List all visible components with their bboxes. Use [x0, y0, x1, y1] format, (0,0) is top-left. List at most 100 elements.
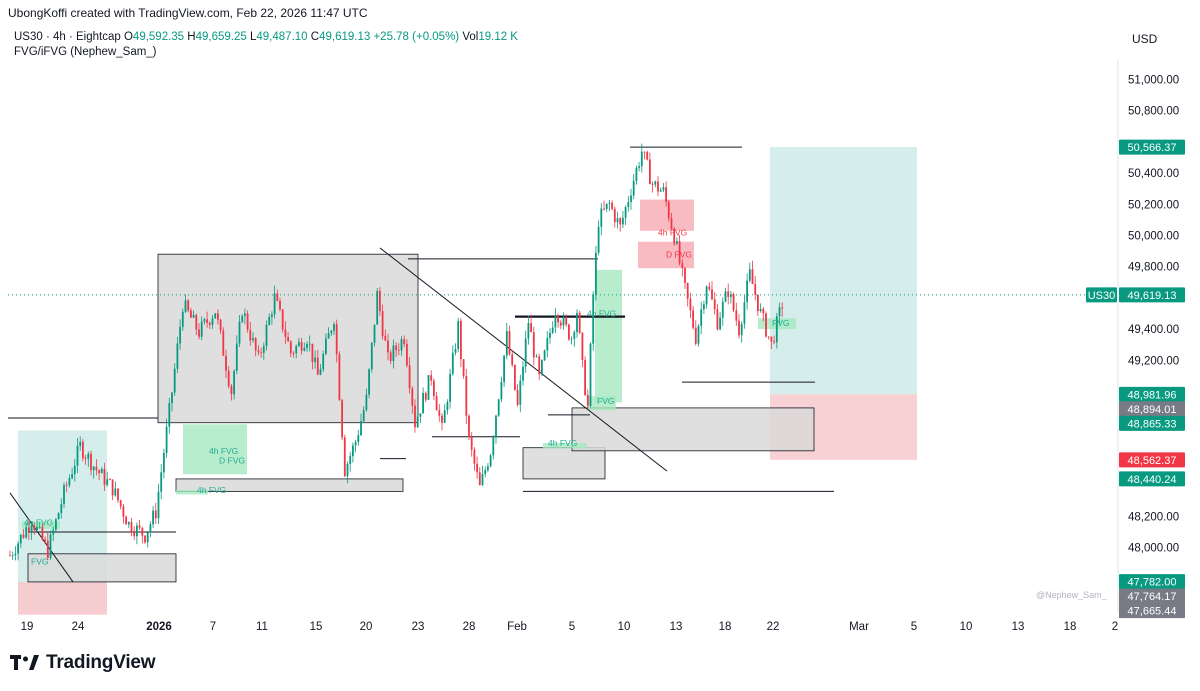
- candle-body: [778, 307, 781, 317]
- candle-body: [55, 519, 57, 530]
- time-tick-label: 13: [1012, 621, 1025, 633]
- candle-body: [9, 555, 11, 557]
- candle-body: [206, 319, 208, 323]
- candle-body: [497, 399, 500, 416]
- candle-body: [281, 309, 284, 330]
- candle-body: [187, 300, 190, 311]
- high-value: 49,659.25: [195, 31, 247, 43]
- candle-body: [478, 472, 481, 486]
- candle-body: [306, 343, 308, 349]
- candle-body: [25, 527, 28, 538]
- candle-body: [578, 312, 581, 333]
- candle-body: [98, 470, 100, 474]
- fvg-zone-left: [22, 521, 60, 529]
- price-tag-bg: [1119, 603, 1185, 619]
- candle-body: [435, 396, 438, 411]
- candle-body: [638, 166, 640, 168]
- price-tag-label: 50,566.37: [1128, 142, 1177, 154]
- candle-body: [667, 201, 670, 219]
- candle-body: [551, 327, 554, 333]
- candle-body: [692, 310, 694, 328]
- candle-body: [60, 504, 63, 514]
- price-tag-bg: [1119, 139, 1185, 155]
- candle-body: [514, 364, 516, 390]
- price-tick-label: 50,200.00: [1128, 199, 1179, 211]
- candle-body: [538, 356, 541, 375]
- time-tick-label: Mar: [849, 621, 869, 633]
- fvg-label: 4h FVG: [24, 518, 53, 528]
- short-zone-left: [18, 581, 107, 615]
- candle-body: [133, 532, 136, 537]
- candle-body: [427, 375, 430, 400]
- candle-body: [597, 226, 600, 253]
- candle-body: [670, 218, 673, 229]
- time-tick-label: 20: [360, 621, 373, 633]
- candle-body: [17, 543, 19, 554]
- candle-body: [203, 319, 206, 322]
- price-tick-label: 50,800.00: [1128, 106, 1179, 118]
- candle-body: [52, 529, 55, 535]
- candle-body: [414, 405, 416, 428]
- candle-body: [276, 293, 279, 301]
- indicator-legend[interactable]: FVG/iFVG (Nephew_Sam_): [14, 46, 157, 58]
- candle-body: [397, 350, 400, 351]
- candle-body: [530, 323, 532, 333]
- candle-body: [214, 313, 217, 319]
- price-tick-label: 49,200.00: [1128, 355, 1179, 367]
- candle-body: [659, 190, 662, 192]
- fvg-label: 4h FVG: [548, 438, 577, 448]
- candle-body: [360, 421, 362, 436]
- price-tick-label: 51,000.00: [1128, 74, 1179, 86]
- candle-body: [697, 325, 700, 344]
- currency-label[interactable]: USD: [1132, 32, 1158, 46]
- candle-body: [265, 324, 268, 346]
- candle-body: [624, 207, 627, 218]
- candle-body: [125, 516, 127, 525]
- candle-body: [49, 534, 52, 558]
- volume-label: Vol: [462, 31, 479, 43]
- candle-body: [630, 195, 632, 202]
- candle-body: [227, 370, 230, 387]
- fvg-zone-bear-4h: [640, 199, 694, 231]
- candle-body: [549, 332, 551, 338]
- open-value: 49,592.35: [132, 31, 185, 43]
- candle-body: [408, 365, 411, 389]
- candle-body: [14, 553, 17, 556]
- candle-body: [657, 181, 659, 192]
- candle-body: [730, 294, 732, 297]
- price-tick-label: 49,400.00: [1128, 324, 1179, 336]
- candle-body: [130, 522, 133, 533]
- price-tick-label: 48,200.00: [1128, 511, 1179, 523]
- candle-body: [676, 241, 678, 244]
- candle-body: [308, 343, 311, 345]
- candle-body: [381, 311, 384, 336]
- candle-body: [208, 322, 211, 325]
- candle-body: [71, 474, 73, 479]
- candle-body: [370, 342, 373, 370]
- candle-body: [316, 357, 319, 375]
- candle-body: [22, 534, 25, 538]
- volume-value: 19.12 K: [478, 31, 518, 43]
- candle-body: [476, 463, 478, 473]
- candle-body: [168, 403, 171, 427]
- candle-body: [406, 343, 408, 366]
- fvg-zone-4h-small: [176, 489, 208, 495]
- candle-body: [451, 352, 454, 374]
- candle-body: [565, 317, 568, 325]
- candle-body: [262, 345, 265, 353]
- close-value: 49,619.13: [319, 31, 371, 43]
- tradingview-logo[interactable]: TradingView: [10, 652, 156, 674]
- symbol-label[interactable]: US30 · 4h · Eightcap: [14, 31, 121, 43]
- symbol-tag-label: US30: [1088, 290, 1116, 302]
- candle-body: [411, 388, 414, 406]
- tradingview-logo-icon: [10, 655, 39, 670]
- candle-body: [541, 360, 543, 375]
- price-tag-bg: [1119, 452, 1185, 468]
- time-tick-label: Feb: [507, 621, 527, 633]
- time-tick-label: 2: [1112, 621, 1118, 633]
- candle-body: [568, 324, 570, 340]
- candle-body: [65, 485, 68, 486]
- candle-body: [357, 435, 360, 443]
- candle-body: [562, 317, 565, 326]
